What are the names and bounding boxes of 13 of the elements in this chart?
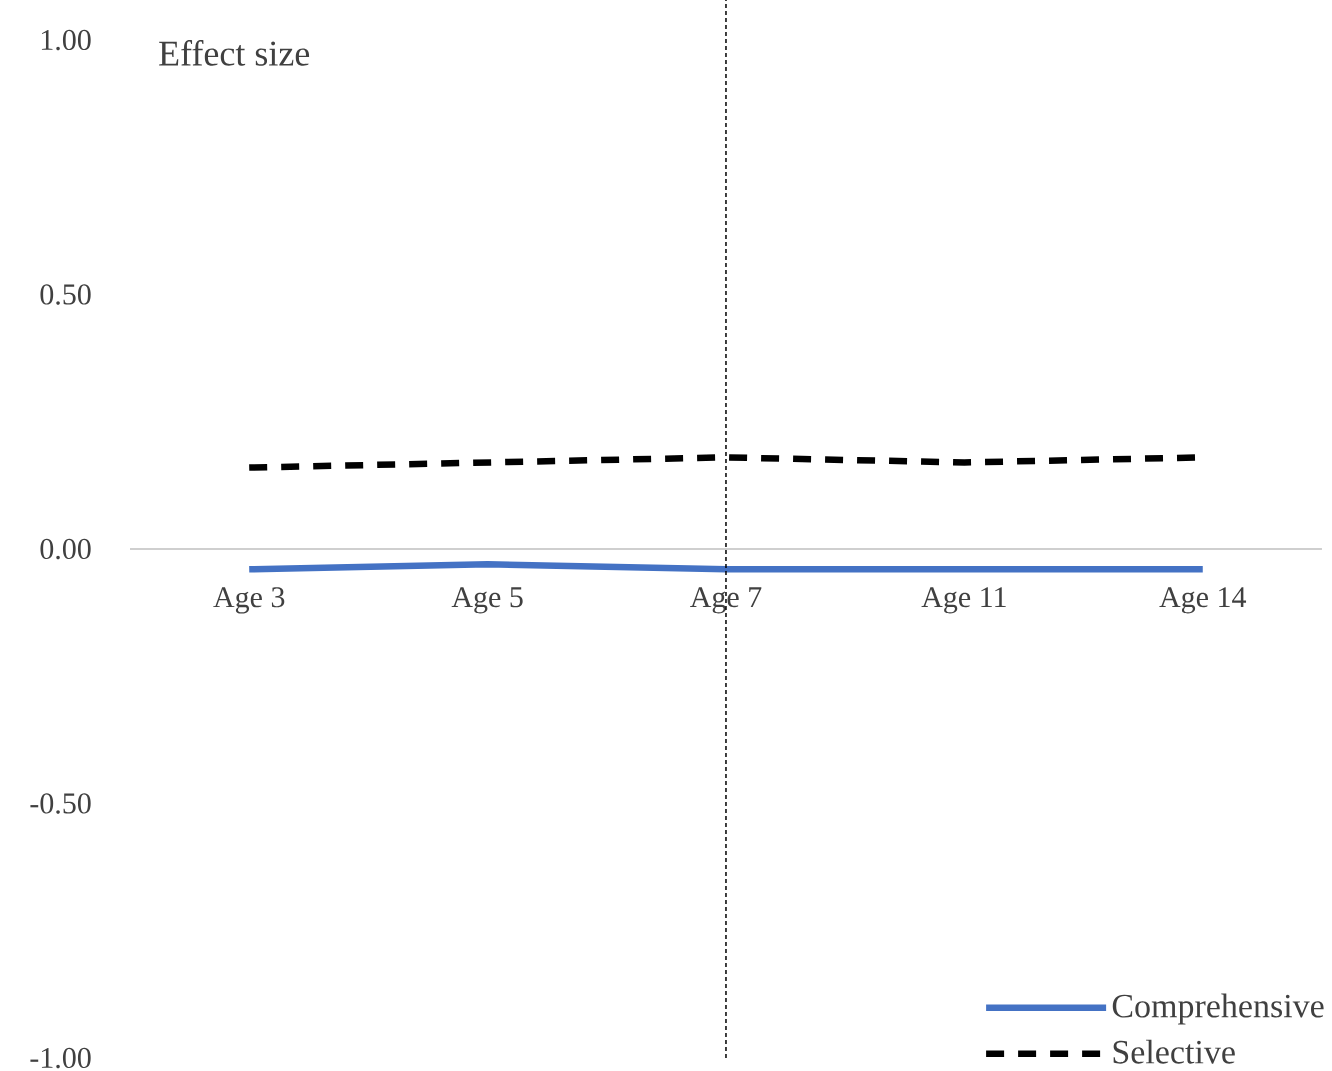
- x-tick-label: Age 14: [1159, 587, 1247, 614]
- y-axis-title: Effect size: [159, 40, 310, 66]
- legend-label: Selective: [1113, 1039, 1235, 1064]
- y-tick-label: -0.50: [30, 793, 91, 814]
- x-tick-label: Age 7: [690, 587, 762, 614]
- x-tick-label: Age 11: [921, 587, 1006, 614]
- y-tick-label: 1.00: [41, 29, 91, 51]
- y-tick-label: 0.00: [40, 538, 91, 560]
- legend-label: Comprehensive: [1112, 993, 1324, 1025]
- y-tick-label: -1.00: [30, 1047, 91, 1069]
- y-tick-label: 0.50: [40, 284, 91, 305]
- x-tick-label: Age 3: [213, 587, 285, 614]
- x-tick-label: Age 5: [451, 587, 523, 614]
